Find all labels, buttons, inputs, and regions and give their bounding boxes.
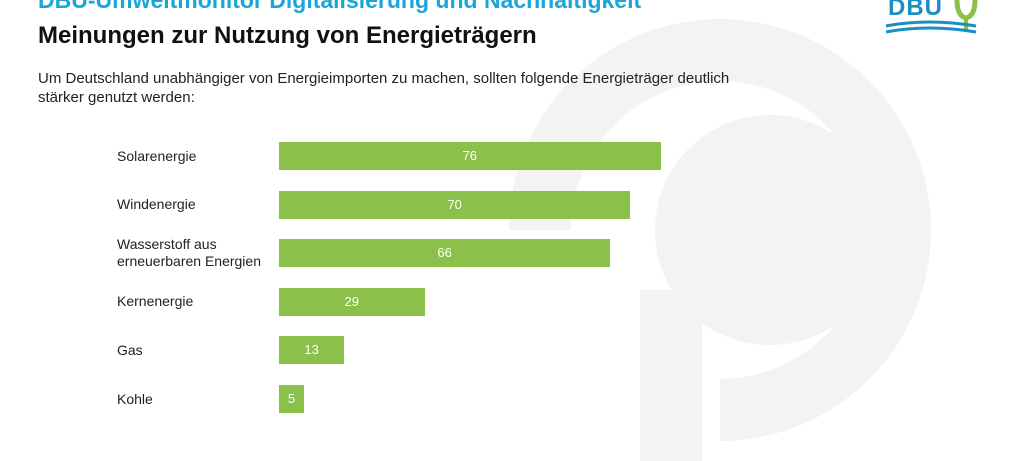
watermark-ring bbox=[509, 19, 931, 441]
bar-6 bbox=[279, 385, 305, 413]
bar-value-label: 29 bbox=[344, 293, 360, 309]
category-label: Solarenergie bbox=[117, 147, 197, 164]
bar-value-label: 70 bbox=[447, 196, 462, 212]
chart-description: Um Deutschland unabhängiger von Energiei… bbox=[38, 70, 730, 106]
category-label: Gas bbox=[117, 341, 143, 358]
bar-value-label: 13 bbox=[304, 342, 319, 358]
bar-3 bbox=[279, 239, 611, 268]
bar-1 bbox=[279, 142, 661, 170]
watermark-stem bbox=[640, 290, 702, 461]
bar-2 bbox=[279, 190, 631, 219]
logo-text: DBU bbox=[888, 0, 943, 21]
category-label: Kohle bbox=[117, 390, 153, 407]
bar-value-label: 5 bbox=[287, 391, 296, 406]
bar-4 bbox=[279, 287, 425, 316]
bar-value-label: 66 bbox=[437, 245, 452, 261]
watermark-dot bbox=[655, 115, 885, 345]
category-label: Wasserstoff aus erneuerbaren Energien bbox=[117, 236, 261, 270]
chart-subtitle: Meinungen zur Nutzung von Energieträgern bbox=[38, 22, 537, 49]
bar-5 bbox=[279, 336, 345, 365]
category-label: Kernenergie bbox=[117, 293, 194, 310]
category-label: Windenergie bbox=[117, 196, 196, 213]
dbu-logo: DBU bbox=[880, 0, 1000, 40]
bar-value-label: 76 bbox=[462, 148, 477, 163]
leaf-icon bbox=[885, 0, 978, 34]
header-title: DBU-Umweltmonitor Digitalisierung und Na… bbox=[38, 0, 642, 13]
